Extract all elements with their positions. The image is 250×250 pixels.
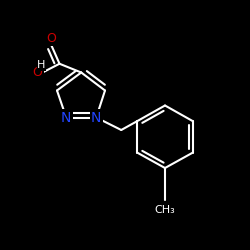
Text: O: O	[32, 66, 42, 79]
Text: CH₃: CH₃	[154, 205, 176, 215]
Text: O: O	[46, 32, 56, 45]
Text: N: N	[61, 110, 72, 124]
Text: H: H	[37, 60, 46, 70]
Text: N: N	[91, 110, 102, 124]
